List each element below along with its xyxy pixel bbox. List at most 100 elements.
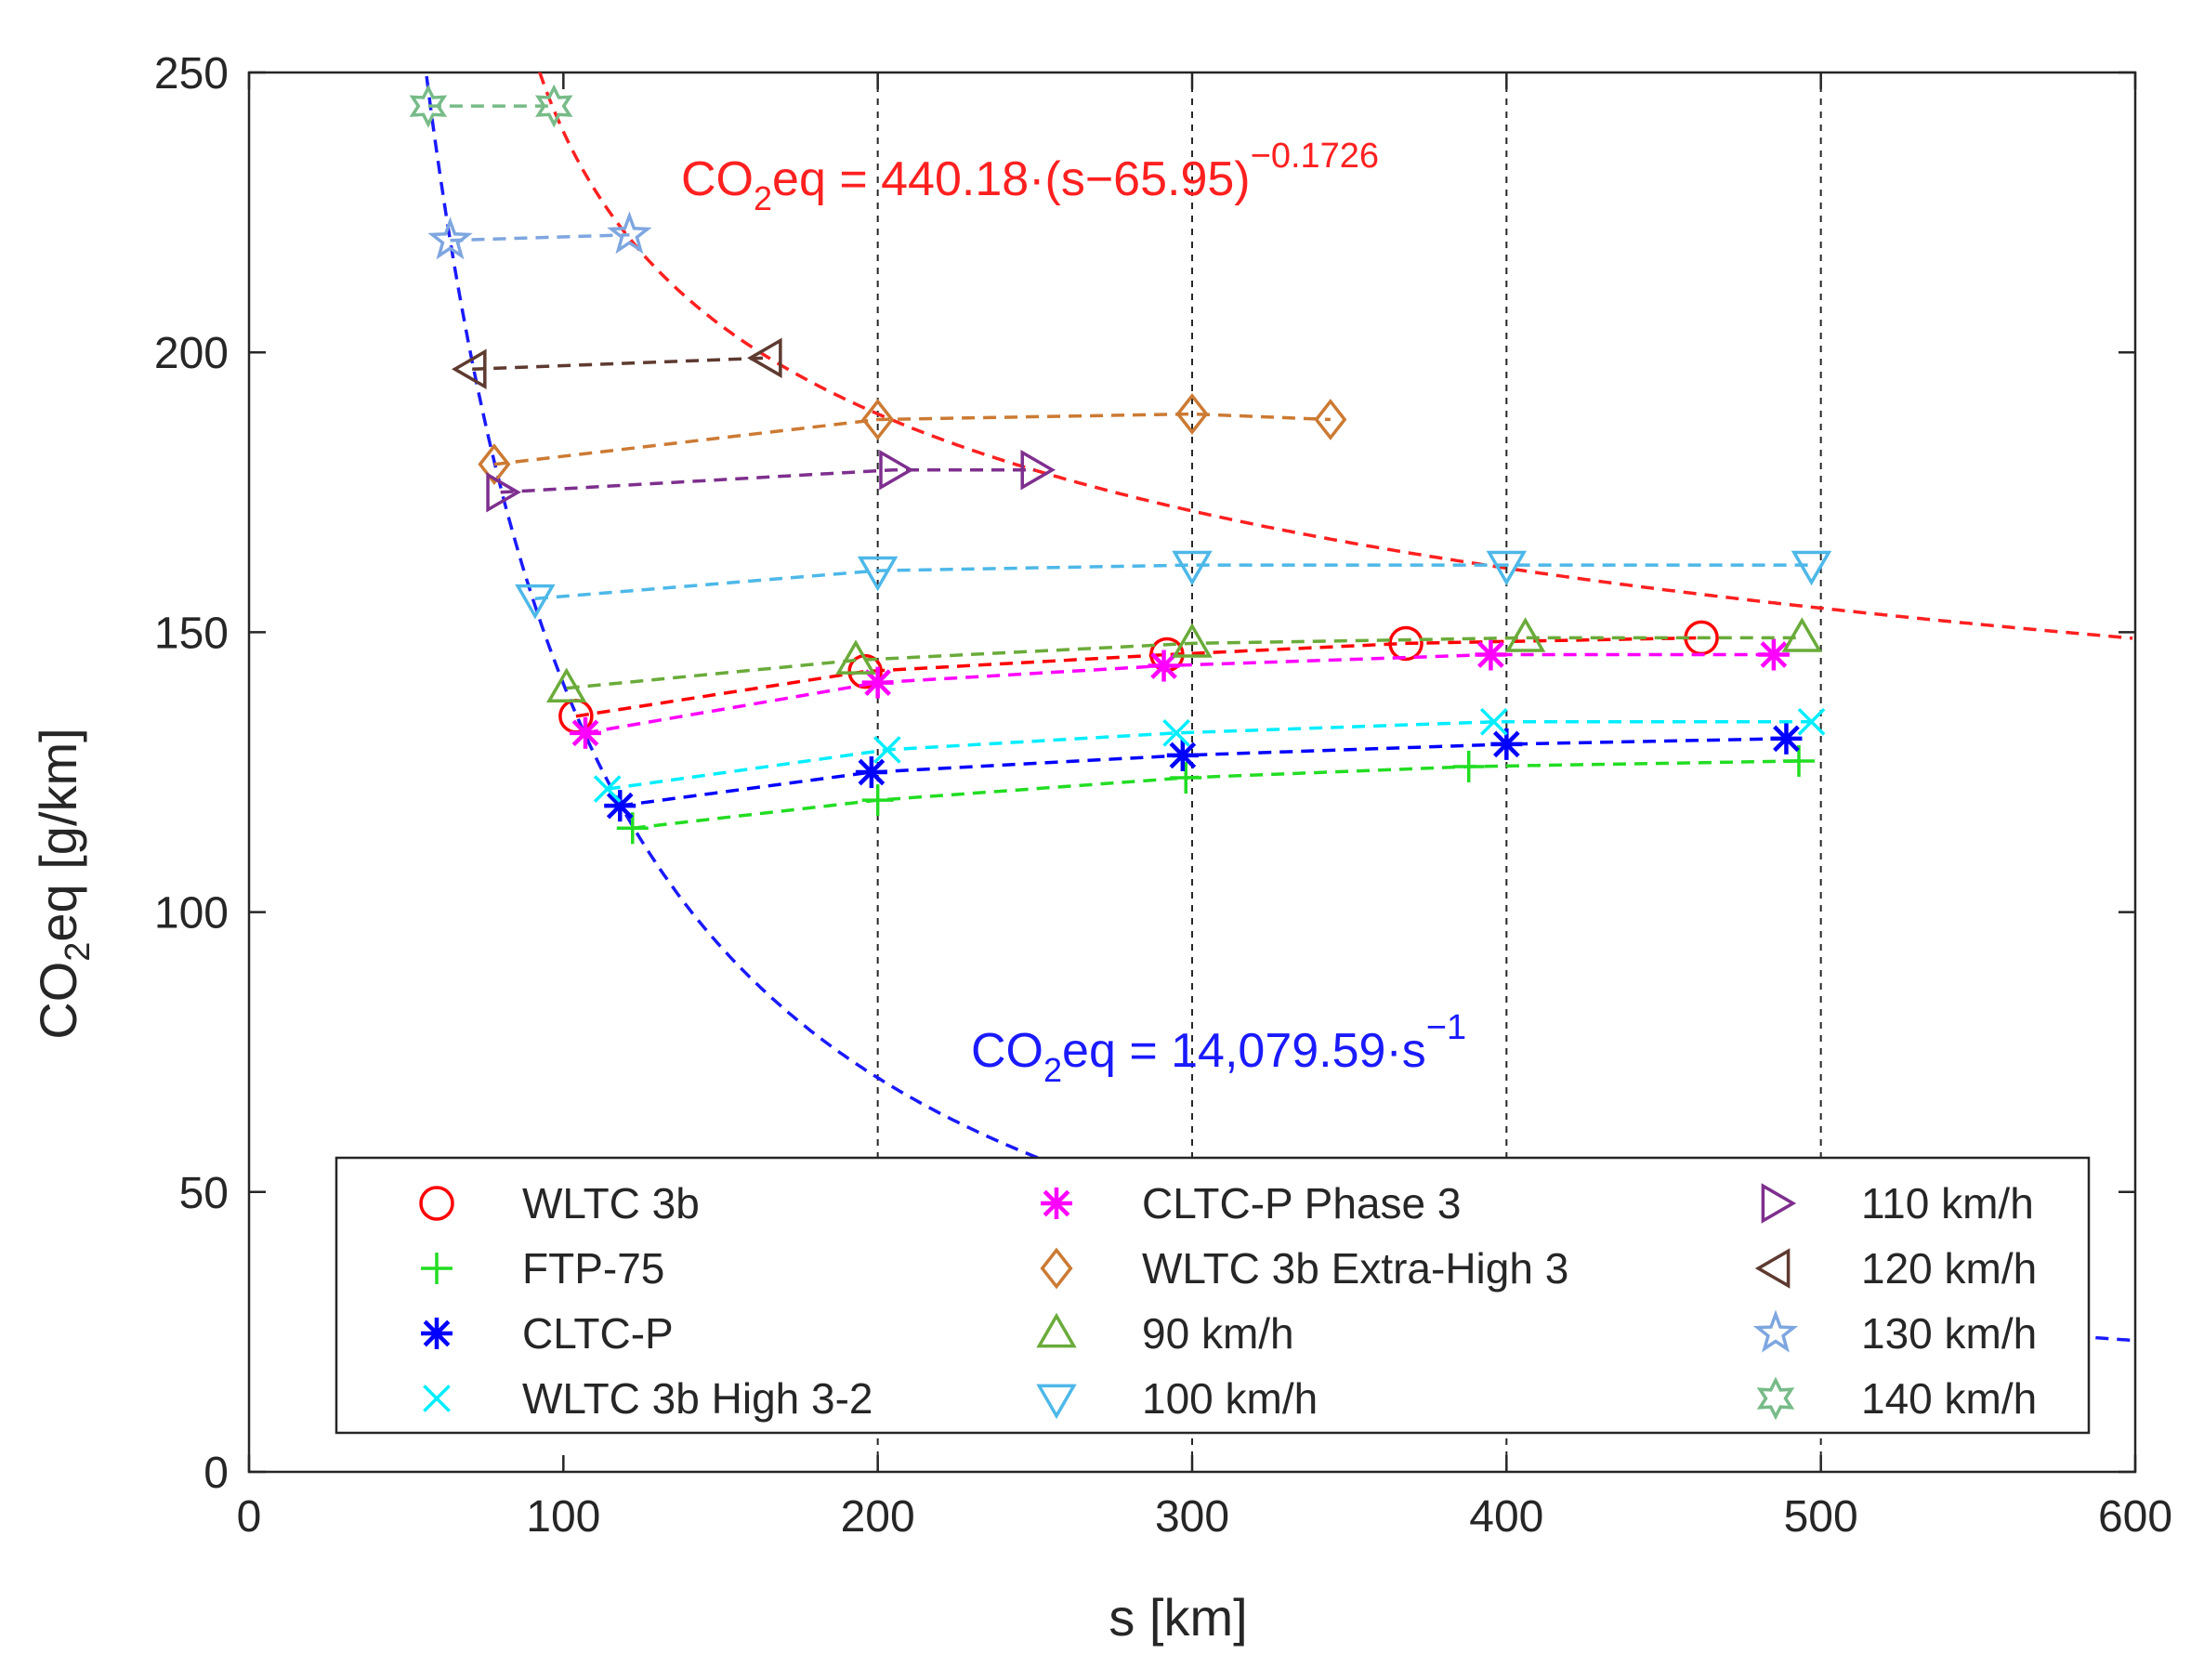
legend-marker-90-km-h [1036, 1312, 1077, 1348]
data-point-wltc-3b-extra-high-3 [478, 443, 511, 486]
upper-fit-eq-main: eq = 440.18·(s−65.95) [772, 152, 1251, 206]
legend-item-wltc-3b-high-3-2: WLTC 3b High 3-2 [423, 1374, 873, 1423]
data-point-wltc-3b [1388, 625, 1423, 662]
data-point-cltc-p-phase-3 [861, 666, 894, 699]
x-tick-label: 300 [1155, 1492, 1229, 1542]
legend-item-wltc-3b: WLTC 3b [419, 1179, 700, 1227]
legend-label-100-km-h: 100 km/h [1142, 1374, 1318, 1423]
data-point-ftp-75 [1170, 762, 1202, 794]
data-point-110-km-h [486, 472, 521, 513]
data-point-ftp-75 [861, 784, 894, 817]
upper-fit-equation: CO2eq = 440.18·(s−65.95)−0.1726 [681, 137, 1379, 217]
data-point-100-km-h [1172, 550, 1213, 586]
lower-fit-eq-prefix: CO [971, 1024, 1043, 1078]
lower-fit-eq-exponent: −1 [1426, 1008, 1466, 1047]
data-point-90-km-h [1504, 617, 1546, 652]
legend-item-140-km-h: 140 km/h [1756, 1374, 2037, 1423]
x-tick-label: 0 [237, 1492, 262, 1542]
legend-marker-140-km-h [1756, 1376, 1795, 1421]
data-point-ftp-75 [616, 812, 649, 845]
y-axis-label-suffix: eq [g/km] [29, 728, 87, 941]
series-line-wltc-3b [575, 636, 1702, 718]
legend-label-130-km-h: 130 km/h [1861, 1309, 2037, 1358]
data-point-wltc-3b-extra-high-3 [1175, 393, 1209, 435]
legend-label-140-km-h: 140 km/h [1861, 1374, 2037, 1423]
data-point-100-km-h [1486, 550, 1528, 586]
legend-marker-cltc-p-phase-3 [1041, 1188, 1072, 1219]
legend-label-cltc-p: CLTC-P [522, 1309, 674, 1358]
legend-item-wltc-3b-extra-high-3: WLTC 3b Extra-High 3 [1040, 1244, 1568, 1293]
data-point-cltc-p-phase-3 [1475, 638, 1507, 671]
data-point-100-km-h [1791, 550, 1832, 586]
data-point-wltc-3b-high-3-2 [1162, 718, 1190, 747]
series-line-90-km-h [566, 636, 1803, 690]
y-tick-label: 200 [154, 329, 229, 378]
series-line-wltc-3b-extra-high-3 [493, 412, 1331, 466]
y-axis-label-prefix: CO [29, 962, 87, 1040]
legend-marker-wltc-3b-extra-high-3 [1040, 1247, 1073, 1290]
legend-label-110-km-h: 110 km/h [1861, 1179, 2034, 1227]
series-90-km-h [545, 617, 1823, 702]
data-point-cltc-p-phase-3 [1148, 650, 1180, 682]
series-wltc-3b-high-3-2 [593, 707, 1826, 803]
data-point-130-km-h [607, 211, 652, 255]
data-point-120-km-h [747, 337, 782, 378]
legend-marker-130-km-h [1752, 1309, 1799, 1353]
legend-marker-cltc-p [421, 1318, 453, 1349]
legend-item-ftp-75: FTP-75 [421, 1244, 664, 1293]
legend-item-100-km-h: 100 km/h [1036, 1374, 1318, 1423]
legend-label-wltc-3b-high-3-2: WLTC 3b High 3-2 [522, 1374, 873, 1423]
data-point-140-km-h [409, 84, 448, 128]
series-line-ftp-75 [632, 759, 1800, 830]
data-point-90-km-h [1172, 623, 1213, 658]
data-point-wltc-3b-high-3-2 [872, 736, 901, 764]
series-cltc-p-phase-3 [570, 638, 1790, 749]
data-point-120-km-h [452, 348, 487, 390]
data-point-ftp-75 [1782, 744, 1815, 777]
data-point-wltc-3b-high-3-2 [1797, 707, 1826, 736]
upper-fit-eq-sub: 2 [754, 179, 772, 217]
y-tick-label: 100 [154, 889, 229, 938]
data-point-100-km-h [515, 584, 556, 620]
legend-marker-wltc-3b [419, 1186, 454, 1221]
data-point-110-km-h [1020, 449, 1056, 491]
y-tick-label: 250 [154, 49, 229, 98]
y-tick-label: 0 [203, 1449, 229, 1498]
legend-item-130-km-h: 130 km/h [1752, 1309, 2037, 1358]
legend-item-110-km-h: 110 km/h [1761, 1179, 2034, 1227]
legend-box [335, 1156, 2091, 1435]
legend-item-90-km-h: 90 km/h [1036, 1309, 1294, 1358]
legend-item-cltc-p-phase-3: CLTC-P Phase 3 [1041, 1179, 1461, 1227]
lower-fit-equation: CO2eq = 14,079.59·s−1 [971, 1008, 1466, 1089]
y-axis-label-sub: 2 [59, 942, 98, 962]
series-line-130-km-h [450, 232, 630, 243]
series-130-km-h [427, 211, 652, 260]
series-cltc-p [604, 722, 1803, 822]
data-point-cltc-p [1770, 722, 1803, 755]
series-line-110-km-h [500, 467, 1035, 494]
legend-item-120-km-h: 120 km/h [1754, 1244, 2037, 1293]
x-tick-label: 400 [1469, 1492, 1543, 1542]
series-120-km-h [452, 337, 782, 390]
data-point-90-km-h [1781, 617, 1823, 652]
data-point-110-km-h [879, 449, 914, 491]
legend-marker-100-km-h [1036, 1384, 1077, 1420]
upper-fit-eq-exponent: −0.1726 [1251, 137, 1379, 176]
data-point-90-km-h [545, 667, 587, 702]
x-axis-label: s [km] [1109, 1588, 1247, 1647]
legend-label-cltc-p-phase-3: CLTC-P Phase 3 [1142, 1179, 1461, 1227]
x-tick-label: 500 [1784, 1492, 1858, 1542]
series-140-km-h [409, 84, 573, 128]
legend-label-90-km-h: 90 km/h [1142, 1309, 1294, 1358]
x-tick-label: 100 [526, 1492, 600, 1542]
legend-marker-110-km-h [1761, 1183, 1797, 1224]
data-point-cltc-p [1166, 739, 1199, 771]
series-line-100-km-h [534, 563, 1812, 601]
lower-fit-eq-main: eq = 14,079.59·s [1062, 1024, 1426, 1078]
data-point-100-km-h [857, 556, 899, 592]
y-tick-label: 50 [179, 1169, 229, 1218]
data-point-wltc-3b-extra-high-3 [861, 399, 895, 440]
series-100-km-h [515, 550, 1832, 620]
series-ftp-75 [616, 744, 1815, 845]
